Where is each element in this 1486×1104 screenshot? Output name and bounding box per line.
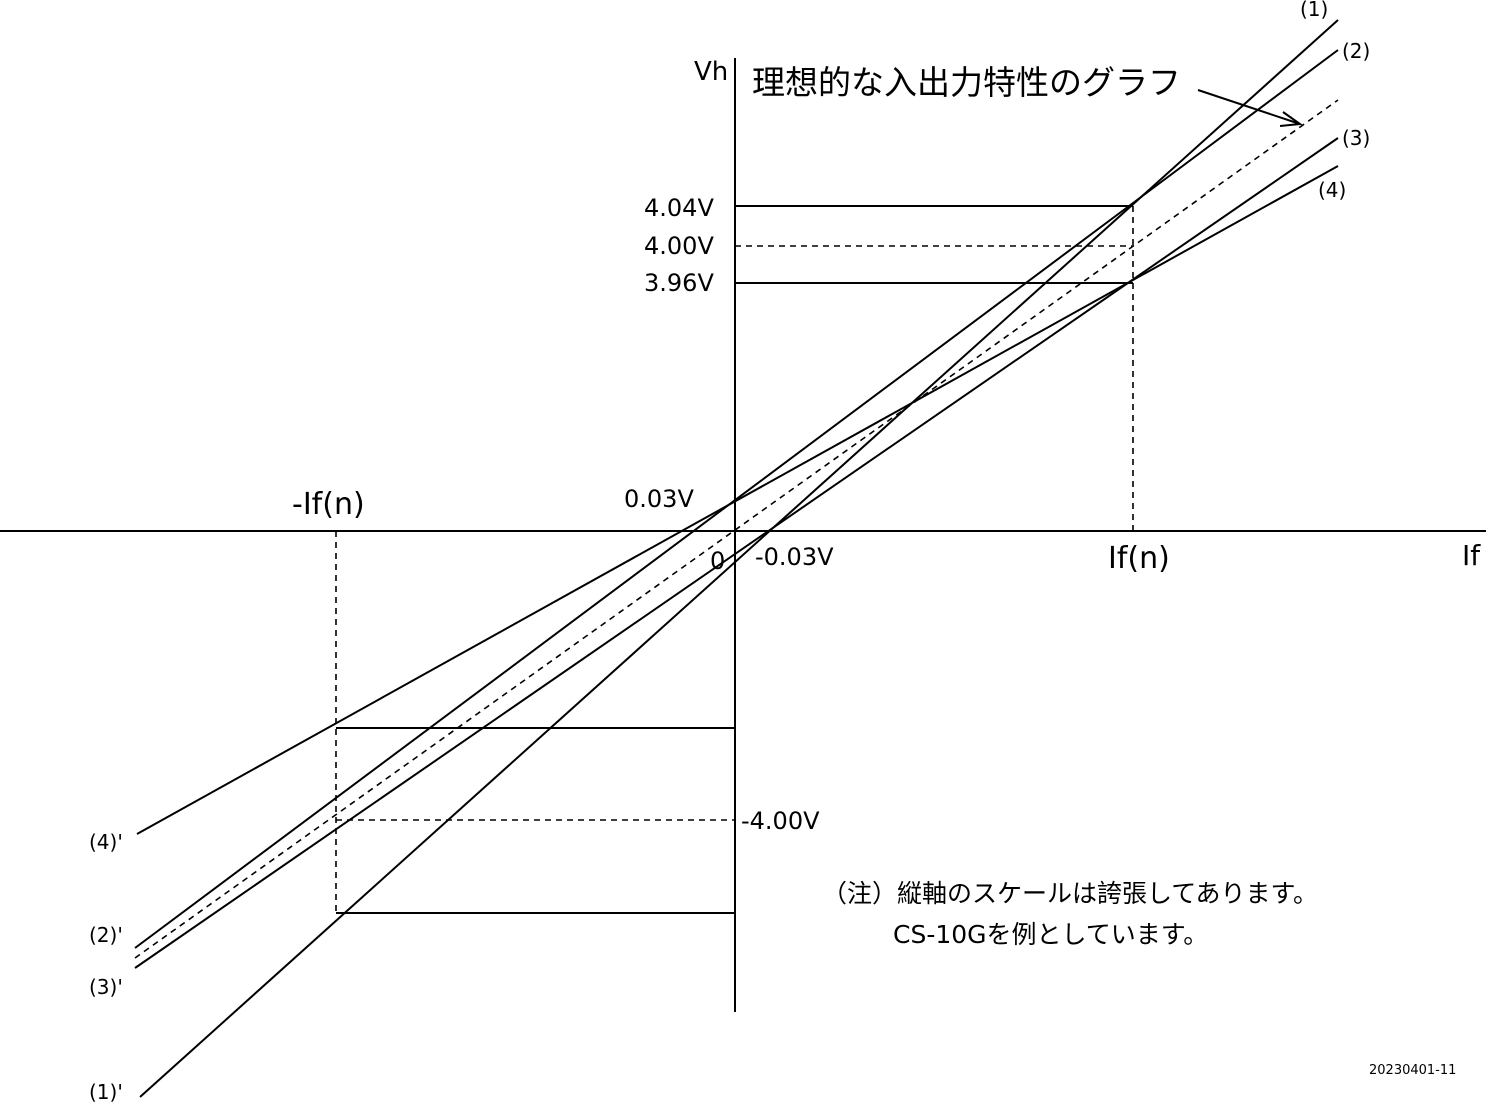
line-label-2: (2) (1342, 39, 1370, 63)
note-line-2: CS-10Gを例としています。 (893, 920, 1208, 949)
vertical-axis-label: Vh (694, 57, 728, 87)
characteristic-line-4 (136, 165, 1339, 835)
ideal-line (134, 99, 1339, 959)
origin-label: 0 (710, 547, 725, 575)
characteristic-line-2 (134, 49, 1339, 949)
line-label-3: (3) (1342, 126, 1370, 150)
label-0-03v: 0.03V (624, 485, 694, 513)
arrow-head-icon (1279, 111, 1303, 127)
line-label-2-prime: (2)' (89, 923, 123, 947)
line-label-3-prime: (3)' (89, 975, 123, 999)
label-4-04v: 4.04V (644, 194, 714, 222)
title-pointer-arrow (1197, 89, 1301, 125)
note-line-1: （注）縦軸のスケールは誇張してあります。 (822, 879, 1318, 908)
label-minus-0-03v: -0.03V (755, 543, 834, 571)
line-label-4-prime: (4)' (89, 830, 123, 854)
label-4-00v: 4.00V (644, 232, 714, 260)
line-label-4: (4) (1318, 178, 1346, 202)
label-neg-ifn: -If(n) (292, 487, 365, 522)
diagram-title: 理想的な入出力特性のグラフ (752, 63, 1181, 102)
document-id: 20230401-11 (1369, 1063, 1456, 1078)
line-label-1-prime: (1)' (89, 1080, 123, 1104)
line-label-1: (1) (1300, 0, 1328, 21)
label-minus-4-00v: -4.00V (741, 807, 820, 835)
label-3-96v: 3.96V (644, 269, 714, 297)
characteristic-line-3 (134, 137, 1339, 969)
label-ifn: If(n) (1108, 541, 1170, 576)
horizontal-axis-label: If (1462, 539, 1481, 572)
